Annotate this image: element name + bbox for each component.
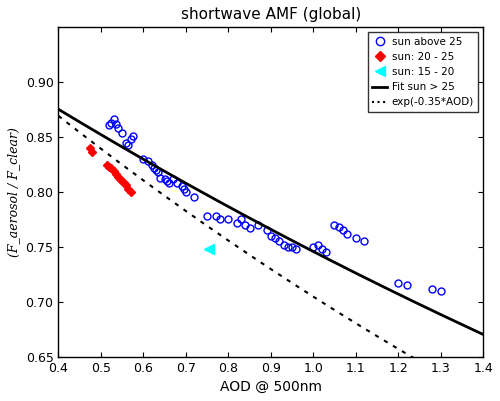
X-axis label: AOD @ 500nm: AOD @ 500nm	[220, 380, 322, 394]
Y-axis label: (F_aerosol / F_clear): (F_aerosol / F_clear)	[7, 127, 20, 257]
Legend: sun above 25, sun: 20 - 25, sun: 15 - 20, Fit sun > 25, exp(-0.35*AOD): sun above 25, sun: 20 - 25, sun: 15 - 20…	[368, 32, 478, 111]
Title: shortwave AMF (global): shortwave AMF (global)	[180, 7, 361, 22]
